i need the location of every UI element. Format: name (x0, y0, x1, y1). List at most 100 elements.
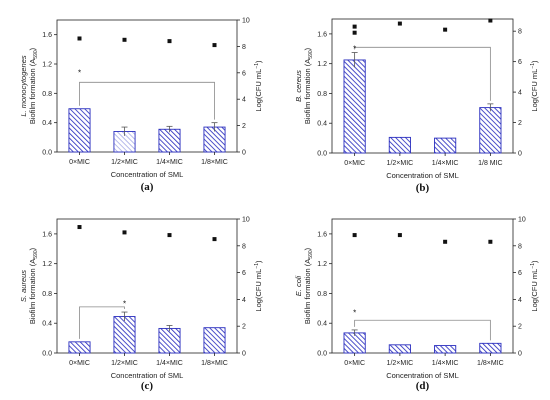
cfu-marker (212, 43, 217, 48)
y2-axis-title-main: Log(CFU mL (254, 69, 263, 112)
bar (434, 345, 457, 354)
y-tick-label: 0.4 (42, 321, 52, 328)
y2-axis-title: Log(CFU mL−1) (254, 60, 263, 112)
panel-a: 0.0 0.4 0.8 1.2 1.6 0 2 4 6 8 10 0×MIC 1/2×MIC 1/4×MI… (19, 18, 263, 194)
cfu-marker (352, 233, 357, 238)
y-axis-title-suffix: ) (28, 247, 37, 250)
cfu-marker (122, 37, 127, 42)
y2-tick-label: 4 (518, 90, 522, 97)
y2-tick-label: 0 (242, 351, 246, 358)
y2-tick-label: 6 (242, 70, 246, 77)
y-tick-label: 1.2 (42, 261, 52, 268)
significance-star: * (353, 308, 356, 317)
y-tick-label: 0.0 (317, 151, 327, 158)
x-tick-label: 0×MIC (344, 160, 365, 167)
x-tick-label: 1/4×MIC (432, 160, 459, 167)
significance-bracket (354, 319, 491, 341)
bar (203, 327, 226, 354)
cfu-marker (77, 36, 82, 41)
y2-tick-label: 0 (242, 150, 246, 157)
x-tick-label: 1/4×MIC (156, 159, 183, 166)
y-axis-title-main: Biofilm formation (A (303, 59, 312, 124)
cfu-marker (443, 27, 448, 32)
y-axis-organism: L. monocytogenes (19, 55, 28, 117)
y-tick-label: 1.6 (317, 31, 327, 38)
y-tick-label: 0.8 (317, 291, 327, 298)
x-tick-label: 1/2×MIC (387, 360, 414, 367)
x-axis-title: Concentration of SML (111, 170, 184, 179)
y2-tick-label: 4 (518, 297, 522, 304)
y-axis-title-suffix: ) (28, 47, 37, 50)
panel-label: (a) (141, 181, 154, 193)
y-axis-title-sub: 590 (308, 50, 314, 59)
cfu-marker (488, 18, 493, 23)
y-axis-title: Biofilm formation (A590) (28, 47, 39, 124)
y2-tick-label: 0 (518, 151, 522, 158)
bar (434, 137, 457, 154)
bar (479, 342, 502, 354)
x-axis-title: Concentration of SML (111, 371, 184, 380)
significance-bracket (79, 81, 215, 120)
y-tick-label: 1.6 (42, 231, 52, 238)
y-axis-title: Biofilm formation (A590) (28, 247, 39, 324)
significance-star: * (78, 68, 81, 77)
y2-tick-label: 0 (518, 351, 522, 358)
y2-tick-label: 8 (518, 243, 522, 250)
cfu-marker (352, 24, 357, 29)
y2-tick-label: 6 (518, 270, 522, 277)
cfu-marker (488, 239, 493, 244)
x-tick-label: 1/8 MIC (478, 160, 503, 167)
plot-frame (56, 19, 238, 153)
y2-tick-label: 2 (518, 324, 522, 331)
y2-tick-label: 8 (518, 29, 522, 36)
cfu-marker (212, 237, 217, 242)
y-axis-title-sub: 590 (308, 250, 314, 259)
bar (343, 59, 366, 154)
y2-tick-label: 8 (242, 243, 246, 250)
y-axis-organism: E. coli (294, 275, 303, 296)
y2-axis-title: Log(CFU mL−1) (530, 260, 539, 312)
y2-axis-title-sup: −1 (254, 263, 260, 269)
y2-tick-label: 2 (518, 120, 522, 127)
x-axis-title: Concentration of SML (386, 171, 459, 180)
panel-label: (b) (416, 182, 430, 194)
y-tick-label: 0.4 (317, 121, 327, 128)
cfu-marker (443, 239, 448, 244)
cfu-marker (397, 233, 402, 238)
bar (388, 344, 411, 354)
x-tick-label: 1/2×MIC (111, 360, 138, 367)
bar (343, 332, 366, 354)
cfu-marker (397, 21, 402, 26)
y-tick-label: 1.2 (317, 61, 327, 68)
x-tick-label: 0×MIC (344, 360, 365, 367)
y-tick-label: 0.8 (42, 91, 52, 98)
y-tick-label: 0.0 (42, 351, 52, 358)
y-tick-label: 0.0 (42, 150, 52, 157)
y-axis-title-sub: 590 (33, 250, 39, 259)
y2-axis-title-main: Log(CFU mL (530, 69, 539, 112)
x-tick-label: 1/4×MIC (156, 360, 183, 367)
cfu-marker (77, 225, 82, 230)
x-tick-label: 0×MIC (69, 159, 90, 166)
y-axis-title-main: Biofilm formation (A (28, 259, 37, 324)
y-axis-organism: S. aureus (19, 270, 28, 302)
y-axis-title: Biofilm formation (A590) (303, 47, 314, 124)
y-axis-title: Biofilm formation (A590) (303, 247, 314, 324)
y-tick-label: 0.8 (317, 91, 327, 98)
x-tick-label: 0×MIC (69, 360, 90, 367)
y2-axis-title-suffix: ) (254, 260, 263, 263)
y2-tick-label: 10 (242, 18, 250, 25)
y-axis-title-main: Biofilm formation (A (303, 259, 312, 324)
y2-tick-label: 10 (242, 217, 250, 224)
cfu-marker (122, 230, 127, 235)
x-tick-label: 1/8×MIC (477, 360, 504, 367)
bar (479, 107, 502, 154)
plot-frame (331, 218, 514, 354)
cfu-marker (167, 233, 172, 238)
y-tick-label: 1.2 (42, 62, 52, 69)
y2-axis-title-sup: −1 (254, 63, 260, 69)
y-tick-label: 1.6 (42, 32, 52, 39)
bar (388, 136, 411, 154)
panel-label: (d) (416, 380, 430, 392)
y2-axis-title-suffix: ) (530, 60, 539, 63)
